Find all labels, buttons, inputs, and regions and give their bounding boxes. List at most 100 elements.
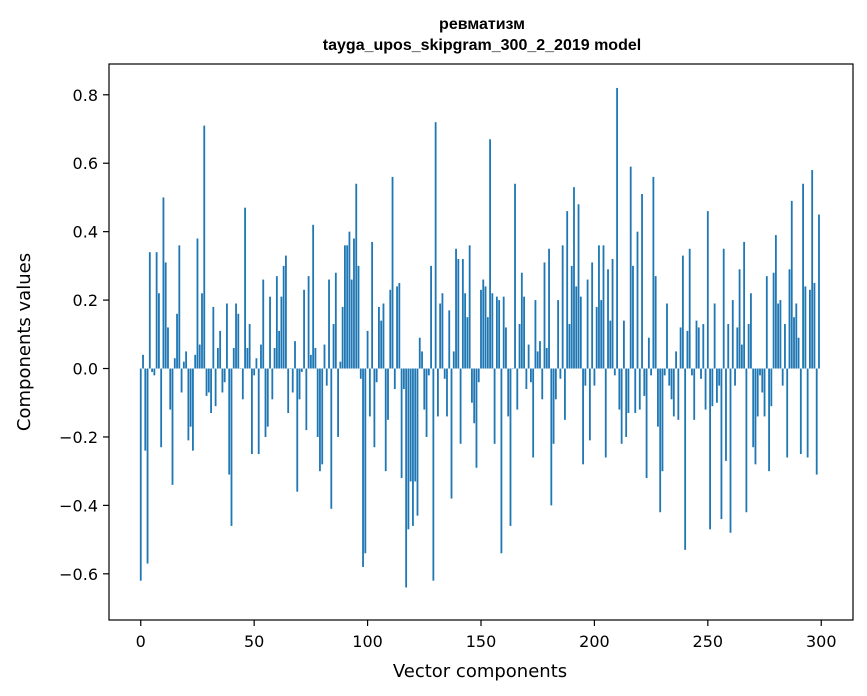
bar-192 (575, 286, 578, 369)
bar-179 (545, 347, 548, 369)
bar-26 (198, 344, 201, 369)
bar-243 (691, 368, 693, 376)
bar-125 (423, 368, 426, 410)
bar-173 (532, 368, 535, 458)
bar-14 (171, 368, 174, 485)
bar-56 (266, 368, 269, 427)
bar-130 (434, 122, 437, 369)
bar-156 (493, 368, 496, 444)
bar-180 (548, 248, 550, 369)
bar-201 (595, 306, 598, 369)
bar-137 (450, 368, 453, 499)
bar-0 (139, 368, 142, 581)
y-tick-label: 0.8 (73, 86, 98, 105)
y-tick-label: −0.4 (59, 496, 98, 515)
bar-215 (627, 368, 630, 413)
bar-86 (334, 272, 337, 369)
bar-225 (650, 368, 653, 376)
bar-221 (641, 194, 643, 369)
bar-263 (736, 327, 739, 369)
bar-191 (573, 187, 575, 369)
bar-145 (468, 245, 471, 369)
bar-51 (255, 358, 258, 369)
bar-98 (362, 368, 364, 567)
bar-16 (176, 313, 178, 369)
bar-229 (659, 368, 662, 513)
bar-298 (815, 368, 818, 475)
bar-154 (489, 139, 491, 369)
bar-246 (697, 327, 700, 369)
bar-101 (368, 368, 371, 417)
bar-33 (214, 368, 217, 407)
bar-144 (466, 317, 469, 369)
bar-103 (373, 368, 376, 448)
bar-282 (779, 300, 782, 369)
bar-114 (398, 282, 401, 369)
bar-212 (620, 368, 623, 444)
bar-27 (201, 293, 203, 369)
bar-49 (251, 368, 253, 455)
bar-211 (618, 368, 621, 410)
bar-257 (722, 248, 725, 369)
bar-52 (257, 368, 260, 455)
bar-40 (230, 368, 233, 526)
bar-109 (387, 368, 389, 420)
bar-10 (162, 197, 165, 369)
bar-71 (300, 368, 303, 372)
bar-12 (167, 327, 169, 369)
bar-149 (477, 368, 480, 383)
bar-82 (325, 368, 328, 386)
bar-81 (323, 344, 326, 369)
bar-24 (194, 354, 197, 369)
bar-206 (607, 269, 609, 369)
bar-288 (793, 317, 795, 369)
bar-64 (285, 255, 287, 369)
y-tick-label: −0.2 (59, 428, 98, 447)
bar-77 (314, 347, 317, 369)
bar-171 (527, 344, 530, 369)
bar-242 (688, 248, 691, 369)
bar-55 (264, 368, 267, 437)
bar-286 (788, 269, 791, 369)
bar-259 (727, 324, 730, 369)
x-tick-label: 250 (693, 632, 724, 651)
bar-194 (579, 296, 582, 369)
bar-108 (384, 368, 387, 472)
bar-13 (169, 368, 172, 410)
bar-99 (364, 368, 367, 554)
bar-84 (330, 368, 333, 509)
bar-133 (441, 293, 444, 369)
bar-167 (518, 324, 521, 369)
bar-1 (142, 354, 144, 369)
bar-291 (799, 368, 802, 455)
bar-165 (514, 183, 516, 369)
bar-252 (711, 368, 714, 407)
bar-129 (432, 368, 435, 581)
bar-155 (491, 293, 494, 369)
bar-162 (507, 368, 510, 417)
bar-106 (380, 320, 383, 369)
bar-159 (500, 368, 503, 554)
bar-6 (153, 368, 156, 376)
bar-295 (809, 289, 811, 369)
bar-91 (346, 245, 349, 369)
bar-17 (178, 245, 181, 369)
bar-236 (675, 351, 677, 369)
bar-9 (160, 368, 163, 448)
bar-94 (353, 238, 355, 369)
bar-110 (389, 289, 392, 369)
bar-31 (210, 368, 212, 413)
bar-28 (203, 125, 206, 369)
bar-46 (244, 207, 246, 369)
bar-42 (235, 303, 237, 369)
bar-214 (625, 368, 628, 437)
bar-127 (427, 368, 430, 376)
bar-279 (772, 272, 775, 369)
bar-58 (271, 368, 274, 400)
bar-153 (486, 317, 489, 369)
bar-276 (765, 276, 768, 369)
bar-53 (260, 344, 262, 369)
bar-88 (339, 361, 342, 369)
y-axis-label: Components values (14, 253, 35, 431)
